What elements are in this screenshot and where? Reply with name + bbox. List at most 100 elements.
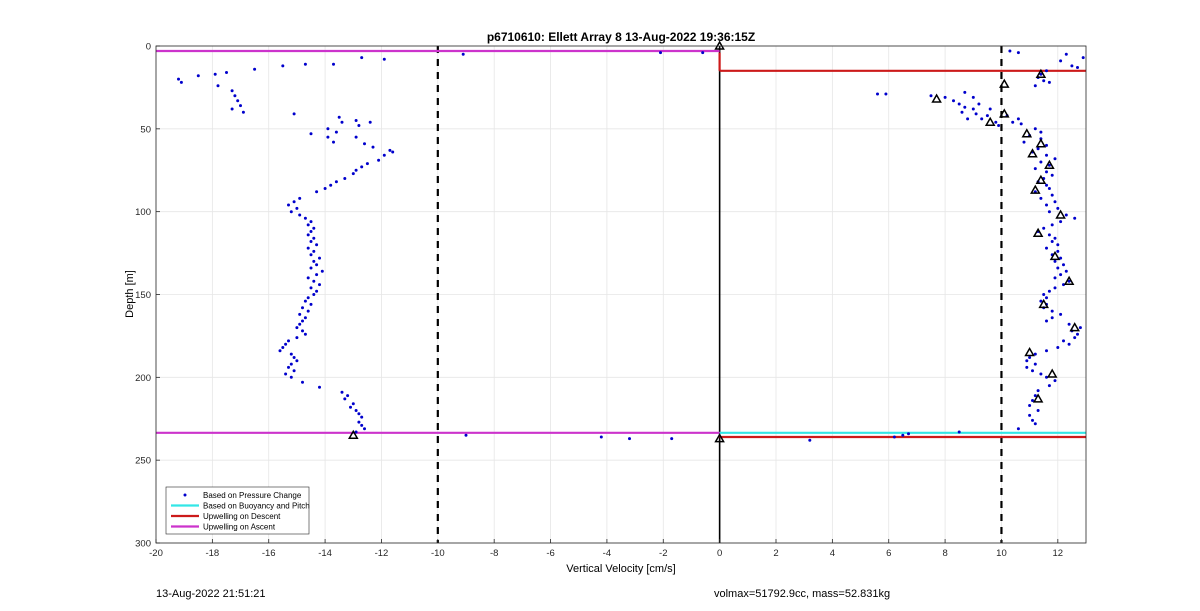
x-tick-label: 8 xyxy=(942,548,947,559)
pressure-point xyxy=(309,240,313,243)
pressure-point xyxy=(1016,427,1020,431)
pressure-point xyxy=(1047,163,1051,167)
pressure-point xyxy=(892,435,896,439)
y-tick-label: 0 xyxy=(146,42,151,53)
pressure-point xyxy=(298,312,302,316)
pressure-point xyxy=(303,299,307,303)
pressure-point xyxy=(1050,193,1054,197)
legend-entry-label: Upwelling on Ascent xyxy=(203,523,276,532)
triangle-marker xyxy=(999,108,1010,118)
pressure-point xyxy=(1031,369,1034,373)
reference-lines xyxy=(436,46,1003,543)
pressure-point xyxy=(960,110,964,114)
pressure-point xyxy=(957,430,961,434)
triangle-marker xyxy=(1069,322,1080,332)
pressure-point xyxy=(1059,256,1063,260)
pressure-point xyxy=(971,107,975,111)
pressure-point xyxy=(1047,187,1051,190)
pressure-point xyxy=(354,409,358,412)
pressure-point xyxy=(1022,140,1026,144)
pressure-point xyxy=(318,385,321,389)
y-tick-label: 50 xyxy=(140,124,151,135)
pressure-point xyxy=(323,187,327,190)
pressure-point xyxy=(1042,226,1046,230)
pressure-point xyxy=(309,230,313,233)
pressure-point xyxy=(1047,233,1051,237)
pressure-point xyxy=(1025,365,1029,369)
pressure-point xyxy=(357,412,361,416)
pressure-point xyxy=(1016,117,1020,121)
pressure-point xyxy=(1062,283,1065,287)
pressure-point xyxy=(391,150,395,154)
pressure-point xyxy=(1039,72,1043,76)
pressure-point xyxy=(1067,342,1071,346)
x-tick-label: -4 xyxy=(603,548,611,559)
triangle-marker xyxy=(1063,275,1075,285)
pressure-point xyxy=(284,372,288,376)
triangle-marker xyxy=(1035,174,1047,184)
pressure-point xyxy=(1078,326,1082,330)
pressure-point xyxy=(1059,59,1063,63)
x-tick-label: 4 xyxy=(830,548,835,559)
pressure-point xyxy=(1050,173,1054,177)
x-tick-label: -8 xyxy=(490,548,498,559)
footer-timestamp: 13-Aug-2022 21:51:21 xyxy=(156,588,266,600)
pressure-point xyxy=(363,142,366,146)
pressure-point xyxy=(225,71,228,74)
pressure-point xyxy=(1064,269,1068,273)
pressure-point xyxy=(963,90,967,94)
pressure-point xyxy=(312,226,316,230)
pressure-point xyxy=(1042,79,1046,83)
pressure-point xyxy=(289,210,293,214)
pressure-point xyxy=(884,92,888,96)
pressure-point xyxy=(306,233,310,237)
pressure-point xyxy=(1053,236,1057,240)
x-axis-label: Vertical Velocity [cm/s] xyxy=(566,563,675,575)
pressure-point xyxy=(318,256,321,260)
pressure-point xyxy=(1039,372,1043,376)
pressure-point xyxy=(309,253,313,257)
pressure-point xyxy=(295,359,299,363)
x-tick-label: -18 xyxy=(205,548,219,559)
y-tick-label: 250 xyxy=(135,456,151,467)
triangle-marker xyxy=(1046,368,1058,378)
pressure-point xyxy=(1028,404,1032,407)
pressure-point xyxy=(980,117,984,121)
pressure-point xyxy=(287,203,290,207)
pressure-point xyxy=(309,220,313,224)
pressure-point xyxy=(312,293,316,296)
pressure-point xyxy=(1036,409,1040,412)
pressure-point xyxy=(239,104,242,108)
pressure-point xyxy=(1053,200,1057,204)
y-axis-label: Depth [m] xyxy=(124,270,136,318)
pressure-point xyxy=(1045,203,1048,207)
pressure-point xyxy=(292,369,296,373)
triangle-marker xyxy=(348,429,359,440)
pressure-point xyxy=(284,342,288,346)
pressure-point xyxy=(1033,84,1037,88)
pressure-point xyxy=(1016,51,1020,55)
legend-entry-label: Upwelling on Descent xyxy=(203,512,281,521)
pressure-point xyxy=(1056,243,1060,247)
pressure-point xyxy=(315,263,319,267)
pressure-point xyxy=(334,130,338,134)
pressure-point xyxy=(808,438,812,442)
pressure-point xyxy=(1045,296,1048,300)
triangle-marker xyxy=(984,116,996,126)
pressure-point xyxy=(1064,213,1068,217)
pressure-point xyxy=(301,329,304,333)
pressure-point xyxy=(343,397,347,401)
pressure-point xyxy=(659,51,662,55)
pressure-point xyxy=(1064,52,1068,56)
pressure-point xyxy=(216,84,220,88)
pressure-point xyxy=(309,302,313,306)
pressure-point xyxy=(377,158,381,162)
axis-ticks: -20 -18 -16 -14 -12 -10 -8 -6 -4 -2 0 2 4 6 8 10 1205010… xyxy=(135,42,1063,560)
pressure-point xyxy=(357,124,361,127)
pressure-point xyxy=(298,322,302,326)
pressure-point xyxy=(1033,167,1037,171)
pressure-point xyxy=(1076,332,1079,336)
x-tick-label: -6 xyxy=(546,548,554,559)
pressure-point xyxy=(281,64,285,68)
pressure-point xyxy=(360,423,364,427)
